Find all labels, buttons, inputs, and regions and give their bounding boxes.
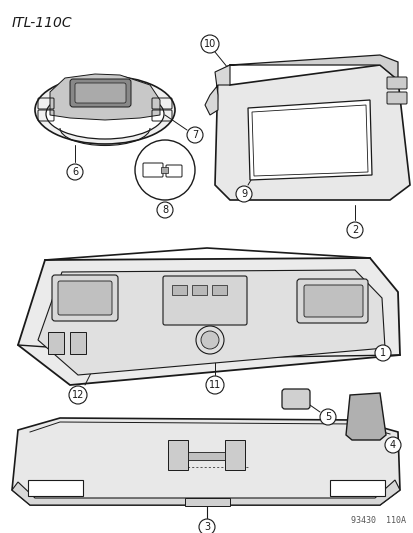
Circle shape [346, 222, 362, 238]
Circle shape [187, 127, 202, 143]
Ellipse shape [35, 76, 175, 144]
Bar [28, 480, 83, 496]
Bar [188, 452, 224, 460]
Text: 2: 2 [351, 225, 357, 235]
FancyBboxPatch shape [281, 389, 309, 409]
Bar [224, 440, 244, 470]
Text: 1: 1 [379, 348, 385, 358]
Polygon shape [50, 74, 159, 120]
Text: 7: 7 [191, 130, 198, 140]
Bar [211, 285, 226, 295]
Text: ITL-110C: ITL-110C [12, 16, 72, 30]
FancyBboxPatch shape [386, 77, 406, 89]
Bar [329, 480, 384, 496]
Circle shape [384, 437, 400, 453]
Ellipse shape [46, 89, 164, 139]
Text: 5: 5 [324, 412, 330, 422]
Polygon shape [12, 480, 399, 505]
Circle shape [201, 35, 218, 53]
Bar [161, 167, 168, 173]
Polygon shape [214, 65, 409, 200]
Polygon shape [12, 418, 399, 505]
Polygon shape [247, 100, 371, 180]
Bar [70, 332, 86, 354]
Circle shape [69, 386, 87, 404]
Bar [185, 498, 230, 506]
Bar [192, 285, 206, 295]
Text: 11: 11 [209, 380, 221, 390]
Circle shape [201, 331, 218, 349]
Text: 4: 4 [389, 440, 395, 450]
Polygon shape [218, 55, 397, 80]
Circle shape [235, 186, 252, 202]
FancyBboxPatch shape [163, 276, 247, 325]
FancyBboxPatch shape [303, 285, 362, 317]
FancyBboxPatch shape [52, 275, 118, 321]
Circle shape [206, 376, 223, 394]
FancyBboxPatch shape [70, 79, 131, 107]
Text: 6: 6 [72, 167, 78, 177]
Polygon shape [38, 270, 384, 375]
Polygon shape [204, 65, 230, 115]
Text: 9: 9 [240, 189, 247, 199]
Bar [48, 332, 64, 354]
Circle shape [157, 202, 173, 218]
FancyBboxPatch shape [58, 281, 112, 315]
Text: 93430  110A: 93430 110A [350, 516, 405, 525]
FancyBboxPatch shape [296, 279, 367, 323]
Circle shape [195, 326, 223, 354]
Circle shape [199, 519, 214, 533]
FancyBboxPatch shape [75, 83, 126, 103]
Bar [171, 285, 187, 295]
Text: 8: 8 [161, 205, 168, 215]
Text: 12: 12 [71, 390, 84, 400]
Circle shape [319, 409, 335, 425]
Text: 10: 10 [203, 39, 216, 49]
Polygon shape [18, 258, 399, 385]
Circle shape [135, 140, 195, 200]
Circle shape [67, 164, 83, 180]
Bar [168, 440, 188, 470]
Text: 3: 3 [204, 522, 209, 532]
Circle shape [374, 345, 390, 361]
Polygon shape [345, 393, 385, 440]
FancyBboxPatch shape [386, 92, 406, 104]
